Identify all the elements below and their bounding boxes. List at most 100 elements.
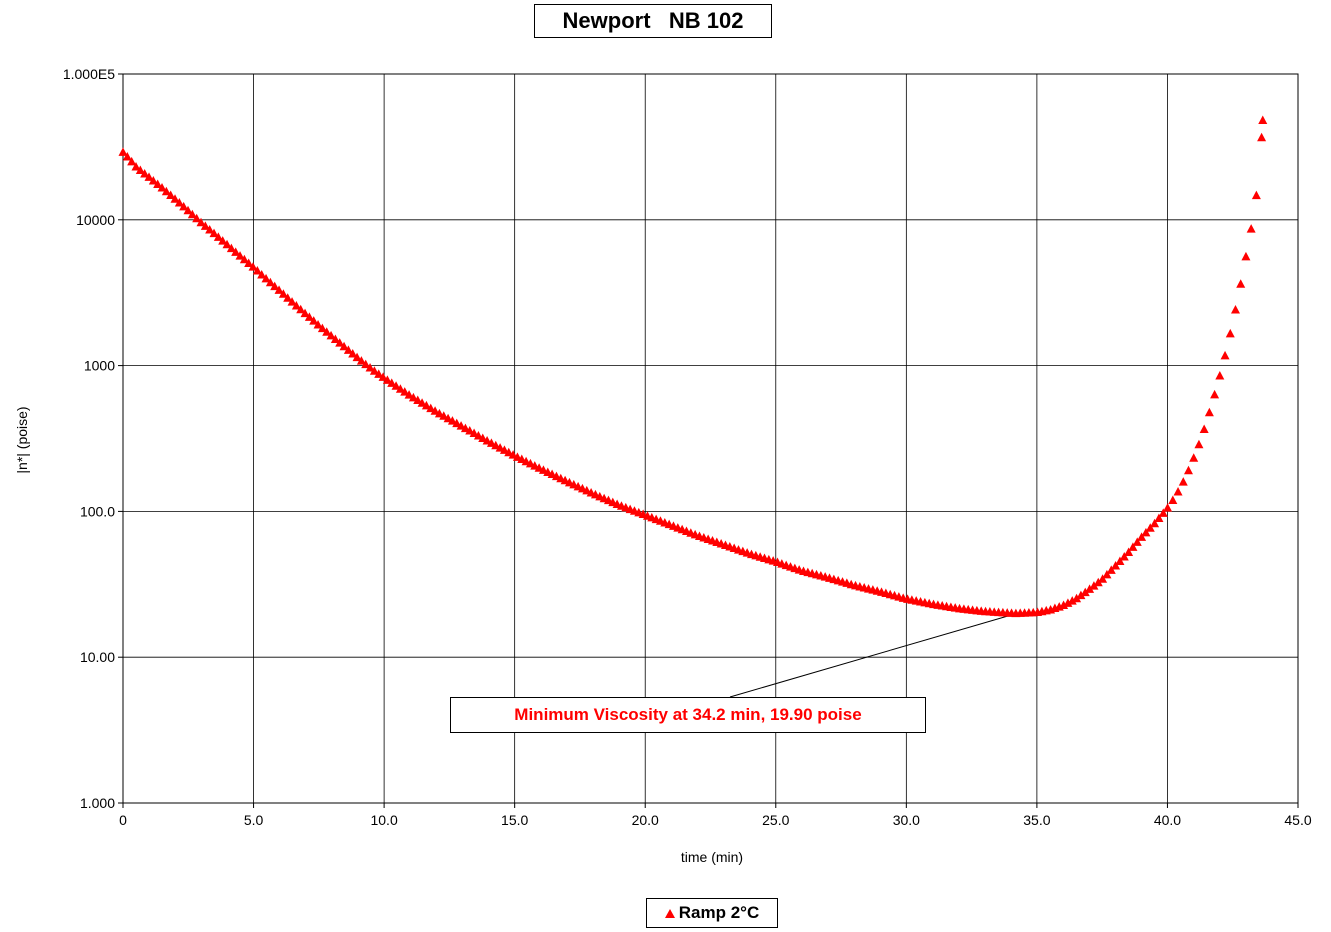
x-tick-label: 15.0	[501, 812, 528, 828]
data-point-triangle	[460, 423, 470, 433]
y-tick-label: 10000	[76, 212, 115, 228]
data-point-triangle	[213, 232, 223, 241]
data-point-triangle	[430, 406, 440, 415]
data-point-triangle	[330, 334, 340, 344]
data-point-triangle	[1210, 389, 1220, 399]
data-point-triangle	[1093, 577, 1103, 587]
data-point-triangle	[452, 418, 462, 428]
data-point-triangle	[1098, 574, 1108, 583]
data-point-triangle	[218, 236, 228, 245]
data-point-triangle	[235, 251, 245, 260]
data-point-triangle	[382, 375, 392, 384]
data-point-triangle	[421, 400, 431, 410]
data-point-triangle	[1132, 537, 1142, 546]
data-point-triangle	[1204, 407, 1214, 417]
data-point-triangle	[196, 217, 206, 227]
data-point-triangle	[426, 403, 436, 413]
data-point-triangle	[244, 258, 254, 267]
data-point-triangle	[326, 330, 336, 340]
data-point-triangle	[131, 161, 141, 171]
data-point-triangle	[144, 172, 154, 181]
data-point-triangle	[408, 392, 418, 402]
data-point-triangle	[296, 304, 306, 314]
data-point-triangle	[1137, 532, 1147, 541]
annotation-label: Minimum Viscosity at 34.2 min, 19.90 poi…	[450, 697, 926, 733]
annotation-leader-line	[729, 613, 1017, 698]
data-point-triangle	[356, 356, 366, 365]
data-point-triangle	[1258, 115, 1268, 124]
data-point-triangle	[148, 175, 158, 185]
data-point-triangle	[1220, 350, 1230, 360]
data-point-triangle	[1150, 518, 1160, 528]
data-point-triangle	[369, 366, 379, 375]
data-point-triangle	[187, 209, 197, 219]
data-point-triangle	[400, 387, 410, 396]
legend-marker-triangle	[664, 908, 675, 918]
data-point-triangle	[322, 327, 332, 336]
data-point-triangle	[1115, 556, 1125, 565]
x-tick-label: 45.0	[1284, 812, 1311, 828]
data-point-triangle	[417, 398, 427, 407]
plot-frame	[122, 73, 1299, 804]
data-point-triangle	[1080, 587, 1090, 597]
data-point-triangle	[313, 319, 323, 329]
data-point-triangle	[1199, 424, 1209, 433]
data-point-triangle	[200, 221, 210, 230]
data-point-triangle	[1241, 251, 1251, 261]
data-point-triangle	[1168, 495, 1178, 504]
data-point-triangle	[283, 293, 293, 302]
x-tick-label: 35.0	[1023, 812, 1050, 828]
data-point-triangle	[1141, 527, 1151, 537]
data-point-triangle	[1251, 190, 1261, 200]
data-point-triangle	[1067, 596, 1077, 605]
data-point-triangle	[166, 190, 176, 199]
data-point-triangle	[1173, 486, 1183, 496]
data-point-triangle	[1119, 551, 1129, 561]
data-point-triangle	[1102, 569, 1112, 579]
x-tick-label: 5.0	[244, 812, 264, 828]
data-point-triangle	[174, 198, 184, 207]
data-point-triangle	[261, 273, 271, 283]
data-point-triangle	[231, 247, 241, 256]
data-point-triangle	[161, 186, 171, 196]
data-point-triangle	[1236, 279, 1246, 288]
data-point-triangle	[239, 254, 249, 264]
x-tick-label: 40.0	[1154, 812, 1181, 828]
data-point-triangle	[456, 421, 466, 430]
x-tick-label: 0	[119, 812, 127, 828]
y-tick-label: 1.000	[80, 795, 115, 811]
data-point-triangle	[1145, 523, 1155, 532]
data-point-triangle	[205, 225, 215, 234]
data-point-triangle	[278, 289, 288, 298]
data-point-triangle	[1154, 513, 1164, 523]
tick-labels: 0 5.0 10.0 15.0 20.0 25.0 30.0 35.0 40.0 45.0 1.00…	[63, 66, 1312, 828]
data-point-triangle	[1194, 439, 1204, 449]
data-point-triangle	[439, 411, 449, 420]
data-point-triangle	[473, 431, 483, 440]
data-point-triangle	[287, 297, 297, 306]
data-point-triangle	[465, 426, 475, 435]
data-point-triangle	[391, 381, 401, 390]
x-tick-label: 25.0	[762, 812, 789, 828]
data-point-triangle	[1128, 542, 1138, 551]
data-point-triangle	[1106, 565, 1116, 574]
data-point-triangle	[1257, 132, 1267, 142]
data-point-triangle	[309, 316, 319, 325]
data-point-triangle	[252, 266, 262, 275]
data-point-triangle	[317, 323, 327, 333]
data-point-triangle	[1158, 508, 1168, 517]
data-point-triangle	[192, 213, 202, 223]
data-point-triangle	[300, 308, 310, 318]
data-point-triangle	[478, 433, 488, 443]
data-points	[118, 115, 1268, 618]
data-point-triangle	[404, 390, 414, 399]
data-point-triangle	[469, 428, 479, 438]
data-point-triangle	[140, 168, 150, 178]
data-point-triangle	[1059, 600, 1069, 610]
data-point-triangle	[434, 408, 444, 418]
data-point-triangle	[339, 341, 349, 351]
axes	[118, 73, 1299, 808]
data-point-triangle	[1215, 371, 1225, 380]
data-point-triangle	[179, 201, 189, 211]
data-point-triangle	[1246, 224, 1256, 233]
